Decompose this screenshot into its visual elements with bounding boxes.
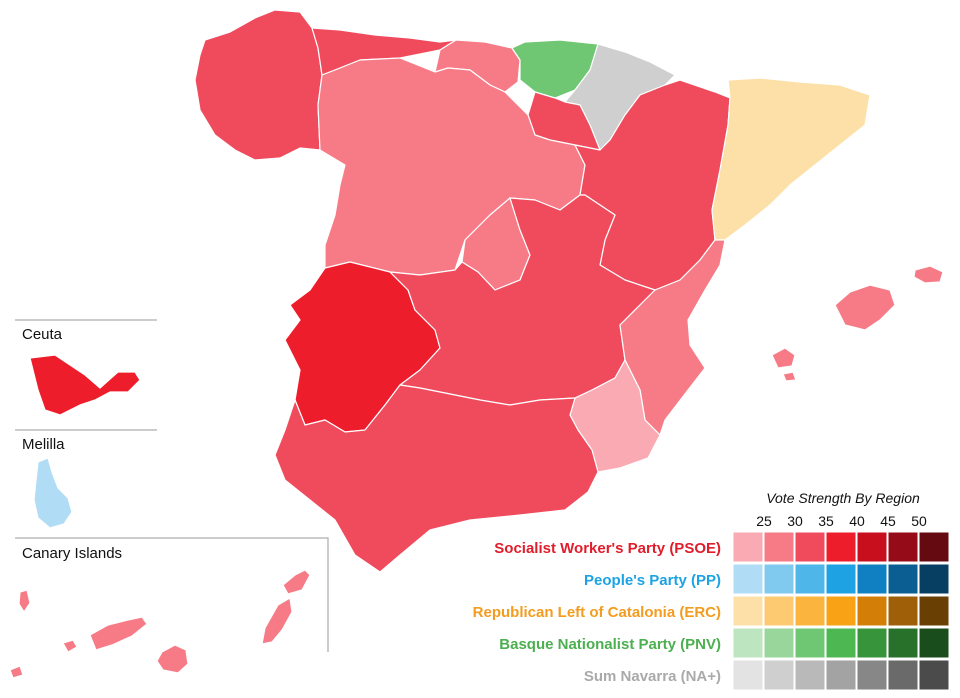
- legend-swatch: [856, 531, 888, 563]
- legend-swatch: [763, 531, 795, 563]
- legend-tick-label: 30: [787, 513, 803, 529]
- region-ceuta: [29, 354, 141, 416]
- legend-swatch: [763, 659, 795, 691]
- melilla-label: Melilla: [22, 436, 65, 453]
- legend-party-label: Socialist Worker's Party (PSOE): [494, 540, 721, 557]
- legend-swatch: [732, 595, 764, 627]
- region-balearic-menorca: [913, 265, 944, 284]
- legend-party-label: People's Party (PP): [584, 572, 721, 589]
- region-catalonia: [711, 77, 871, 241]
- region-melilla: [33, 457, 73, 529]
- legend-swatch: [732, 563, 764, 595]
- canary-label: Canary Islands: [22, 545, 122, 562]
- legend-swatch: [887, 627, 919, 659]
- legend-swatch: [794, 627, 826, 659]
- legend-swatch: [794, 659, 826, 691]
- legend-swatch: [887, 531, 919, 563]
- legend-swatch: [763, 563, 795, 595]
- legend-swatch: [856, 563, 888, 595]
- legend-swatch: [763, 595, 795, 627]
- legend-swatch: [918, 563, 950, 595]
- legend-swatch: [887, 595, 919, 627]
- legend-swatch: [763, 627, 795, 659]
- region-balearic-ibiza: [771, 347, 796, 369]
- legend-swatch: [794, 563, 826, 595]
- legend-party-label: Republican Left of Catalonia (ERC): [473, 604, 721, 621]
- region-canary-la-gomera: [62, 639, 78, 653]
- legend-swatch: [825, 595, 857, 627]
- legend-swatch: [918, 595, 950, 627]
- legend-swatch: [794, 531, 826, 563]
- legend-title: Vote Strength By Region: [766, 490, 920, 506]
- region-galicia: [194, 9, 323, 161]
- region-canary-tenerife: [89, 616, 148, 651]
- legend-swatch: [794, 595, 826, 627]
- legend-swatch: [918, 627, 950, 659]
- legend-party-label: Basque Nationalist Party (PNV): [499, 636, 721, 653]
- legend-swatch: [732, 531, 764, 563]
- region-canary-el-hierro: [9, 665, 24, 679]
- legend-swatch: [918, 531, 950, 563]
- legend-swatch: [825, 659, 857, 691]
- legend-swatch: [887, 563, 919, 595]
- legend-swatch: [856, 627, 888, 659]
- region-balearic-formentera: [782, 371, 797, 382]
- legend-swatch: [825, 627, 857, 659]
- legend-swatch: [732, 627, 764, 659]
- legend-swatch: [732, 659, 764, 691]
- region-andalusia: [274, 384, 599, 573]
- legend-swatch: [887, 659, 919, 691]
- legend-tick-label: 25: [756, 513, 772, 529]
- legend-swatch: [856, 595, 888, 627]
- legend-swatch: [856, 659, 888, 691]
- region-canary-fuerteventura: [261, 597, 293, 645]
- ceuta-label: Ceuta: [22, 326, 63, 343]
- legend-rows: Socialist Worker's Party (PSOE) People's …: [473, 531, 950, 691]
- legend-party-label: Sum Navarra (NA+): [584, 668, 721, 685]
- region-canary-la-palma: [18, 589, 31, 613]
- region-canary-gran-canaria: [156, 644, 189, 674]
- inset-border-canary: [15, 537, 329, 652]
- region-balearic-mallorca: [834, 284, 896, 331]
- legend-swatch: [825, 563, 857, 595]
- region-canary-lanzarote: [282, 569, 311, 595]
- legend-tick-label: 50: [911, 513, 927, 529]
- legend-tick-label: 35: [818, 513, 834, 529]
- legend-ticks: 25 30 35 40 45 50: [756, 513, 927, 529]
- legend-tick-label: 40: [849, 513, 865, 529]
- legend-tick-label: 45: [880, 513, 896, 529]
- legend-swatch: [825, 531, 857, 563]
- legend-swatch: [918, 659, 950, 691]
